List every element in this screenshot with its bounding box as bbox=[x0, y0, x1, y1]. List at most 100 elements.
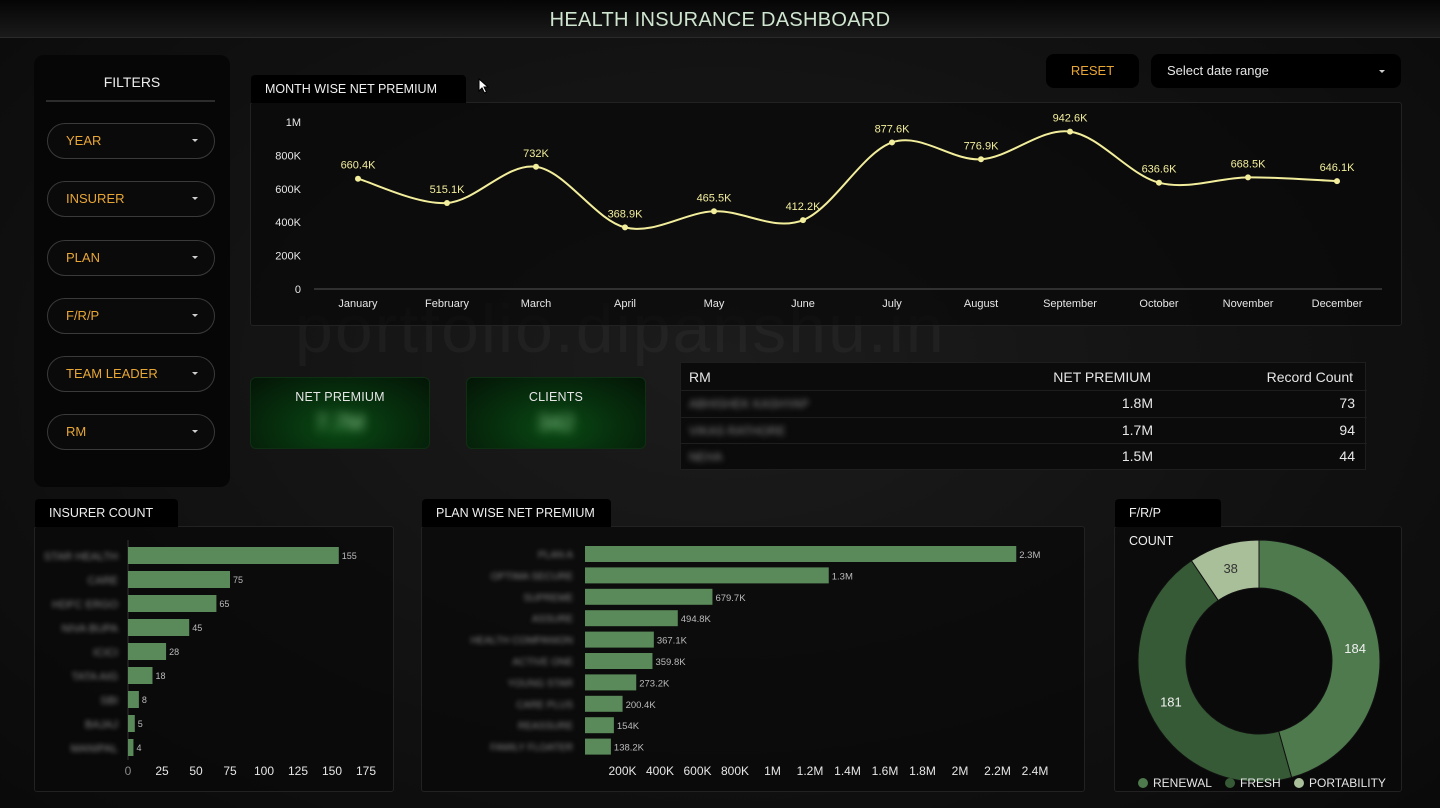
slice-label: 38 bbox=[1223, 561, 1237, 576]
month-wise-title: MONTH WISE NET PREMIUM bbox=[251, 75, 466, 103]
x-tick-label: 400K bbox=[646, 764, 674, 778]
data-label: 1.3M bbox=[832, 571, 853, 582]
donut-slice bbox=[1137, 559, 1293, 783]
kpi-net-premium: NET PREMIUM 7.7M bbox=[250, 377, 430, 449]
filter-label: TEAM LEADER bbox=[66, 366, 158, 381]
legend-swatch bbox=[1138, 778, 1148, 788]
y-tick-label: 800K bbox=[275, 150, 301, 162]
data-label: 732K bbox=[523, 148, 549, 160]
data-label: 679.7K bbox=[715, 593, 746, 604]
legend-label: PORTABILITY bbox=[1309, 776, 1386, 790]
x-tick-label: 175 bbox=[356, 764, 376, 778]
x-tick-label: 600K bbox=[683, 764, 711, 778]
x-tick-label: 1.4M bbox=[834, 764, 861, 778]
caret-down-icon bbox=[192, 314, 198, 317]
kpi-value: 342 bbox=[537, 410, 575, 435]
date-range-placeholder: Select date range bbox=[1167, 63, 1269, 78]
filter-plan[interactable]: PLAN bbox=[47, 240, 215, 276]
bar bbox=[128, 595, 217, 612]
data-point bbox=[1067, 128, 1073, 135]
data-point bbox=[444, 199, 450, 206]
category-label: SBI bbox=[100, 695, 118, 707]
data-label: 636.6K bbox=[1142, 164, 1178, 176]
data-point bbox=[355, 175, 361, 182]
data-label: 45 bbox=[192, 623, 202, 633]
y-tick-label: 600K bbox=[275, 184, 301, 196]
data-label: 660.4K bbox=[341, 160, 377, 172]
data-label: 4 bbox=[136, 743, 141, 753]
rm-table: RM NET PREMIUM Record Count ABHISHEK KAS… bbox=[680, 362, 1367, 470]
x-tick-label: June bbox=[791, 298, 815, 310]
bar bbox=[585, 567, 829, 584]
insurer-count-title: INSURER COUNT bbox=[35, 499, 178, 527]
bar bbox=[128, 739, 134, 756]
table-row[interactable]: VIKAS RATHORE 1.7M 94 bbox=[681, 417, 1367, 443]
kpi-label: CLIENTS bbox=[528, 390, 584, 404]
x-tick-label: April bbox=[614, 298, 636, 310]
table-row[interactable]: NEHA 1.5M 44 bbox=[681, 443, 1367, 469]
data-label: 75 bbox=[233, 575, 243, 585]
bar bbox=[128, 547, 339, 564]
reset-button[interactable]: RESET bbox=[1046, 54, 1139, 88]
data-point bbox=[1245, 174, 1251, 181]
rm-record-count: 73 bbox=[1339, 395, 1355, 411]
filter-rm[interactable]: RM bbox=[47, 414, 215, 450]
x-tick-label: January bbox=[338, 298, 378, 310]
series-line bbox=[357, 130, 1338, 230]
data-label: 359.8K bbox=[655, 657, 686, 668]
plan-wise-title: PLAN WISE NET PREMIUM bbox=[422, 499, 611, 527]
bar bbox=[128, 643, 167, 660]
bar bbox=[585, 631, 654, 648]
caret-down-icon bbox=[192, 372, 198, 375]
data-point bbox=[711, 208, 717, 215]
data-label: 367.1K bbox=[657, 636, 688, 647]
data-point bbox=[622, 224, 628, 231]
dashboard-title: HEALTH INSURANCE DASHBOARD bbox=[0, 0, 1440, 38]
bar bbox=[128, 715, 135, 732]
y-tick-label: 0 bbox=[295, 284, 301, 296]
filter-insurer[interactable]: INSURER bbox=[47, 181, 215, 217]
data-point bbox=[800, 217, 806, 224]
slice-label: 181 bbox=[1160, 695, 1182, 710]
filter-year[interactable]: YEAR bbox=[47, 123, 215, 159]
category-label: YOUNG STAR bbox=[508, 678, 573, 689]
category-label: STAR HEALTH bbox=[44, 551, 118, 563]
data-label: 18 bbox=[155, 671, 165, 681]
data-point bbox=[889, 139, 895, 146]
legend-label: FRESH bbox=[1240, 776, 1281, 790]
category-label: REASSURE bbox=[518, 721, 573, 732]
data-label: 668.5K bbox=[1231, 158, 1267, 170]
category-label: PLAN A bbox=[538, 550, 573, 561]
data-point bbox=[978, 156, 984, 163]
x-tick-label: February bbox=[425, 298, 470, 310]
x-tick-label: 800K bbox=[721, 764, 749, 778]
rm-net-premium: 1.7M bbox=[1121, 422, 1153, 438]
date-range-select[interactable]: Select date range bbox=[1151, 54, 1401, 88]
bar bbox=[585, 546, 1017, 562]
rm-name: VIKAS RATHORE bbox=[689, 424, 786, 438]
category-label: NIVA BUPA bbox=[62, 623, 119, 635]
filter-team-leader[interactable]: TEAM LEADER bbox=[47, 356, 215, 392]
kpi-label: NET PREMIUM bbox=[295, 390, 385, 404]
data-point bbox=[1334, 178, 1340, 185]
data-label: 273.2K bbox=[639, 678, 670, 689]
x-tick-label: 50 bbox=[189, 764, 203, 778]
bar bbox=[585, 695, 623, 712]
table-row[interactable]: ABHISHEK KASHYAP 1.8M 73 bbox=[681, 390, 1367, 416]
x-tick-label: December bbox=[1312, 298, 1363, 310]
insurer-count-box bbox=[34, 526, 394, 792]
net-premium-header: NET PREMIUM bbox=[1053, 369, 1151, 385]
category-label: BAJAJ bbox=[85, 719, 118, 731]
data-label: 138.2K bbox=[614, 743, 645, 754]
data-point bbox=[1156, 179, 1162, 186]
data-label: 5 bbox=[138, 719, 143, 729]
x-tick-label: March bbox=[521, 298, 552, 310]
filter-frp[interactable]: F/R/P bbox=[47, 298, 215, 334]
legend-swatch bbox=[1225, 778, 1235, 788]
legend-label: RENEWAL bbox=[1153, 776, 1212, 790]
bar bbox=[585, 738, 611, 755]
data-label: 877.6K bbox=[875, 123, 911, 135]
donut-slice bbox=[1190, 539, 1260, 602]
x-tick-label: 1.6M bbox=[872, 764, 899, 778]
category-label: CARE bbox=[87, 575, 118, 587]
